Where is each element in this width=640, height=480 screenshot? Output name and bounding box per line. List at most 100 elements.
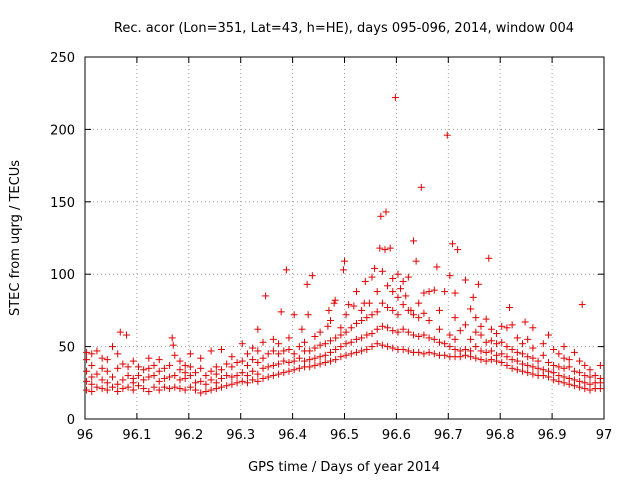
data-point: [228, 363, 236, 371]
data-point: [368, 273, 376, 281]
data-point: [391, 94, 399, 102]
data-point: [116, 328, 124, 336]
data-point: [352, 288, 360, 296]
data-point: [345, 301, 353, 309]
data-point: [93, 347, 101, 355]
data-point: [482, 357, 490, 365]
data-point: [238, 377, 246, 385]
data-point: [576, 357, 584, 365]
data-point: [217, 366, 225, 374]
data-point: [521, 318, 529, 326]
data-point: [550, 345, 558, 353]
data-point: [358, 347, 366, 355]
data-point: [145, 364, 153, 372]
data-point: [169, 341, 177, 349]
data-point: [337, 331, 345, 339]
data-point: [160, 364, 168, 372]
data-point: [581, 379, 589, 387]
data-point: [472, 328, 480, 336]
data-point: [430, 335, 438, 343]
data-point: [238, 369, 246, 377]
data-point: [166, 385, 174, 393]
data-point: [282, 266, 290, 274]
data-point: [332, 356, 340, 364]
data-point: [394, 311, 402, 319]
data-point: [83, 348, 91, 356]
data-point: [134, 382, 142, 390]
data-point: [513, 348, 521, 356]
data-point: [264, 350, 272, 358]
data-point: [83, 367, 91, 375]
data-point: [259, 354, 267, 362]
data-point: [83, 356, 91, 364]
axis-ticks: 96 96.1 96.2 96.3 96.4 96.5 96.6 96.7 96.8 96.9 97…: [50, 51, 612, 443]
data-point: [586, 366, 594, 374]
data-point: [410, 331, 418, 339]
data-point: [275, 350, 283, 358]
data-point: [560, 343, 568, 351]
data-point: [306, 356, 314, 364]
data-point: [217, 374, 225, 382]
data-point: [394, 328, 402, 336]
data-point: [285, 359, 293, 367]
data-point: [565, 374, 573, 382]
data-point: [425, 334, 433, 342]
data-point: [269, 335, 277, 343]
data-point: [238, 340, 246, 348]
data-point: [207, 347, 215, 355]
data-point: [586, 380, 594, 388]
data-point: [487, 347, 495, 355]
data-point: [202, 387, 210, 395]
data-point: [311, 332, 319, 340]
data-point: [140, 376, 148, 384]
data-point: [378, 299, 386, 307]
data-point: [430, 286, 438, 294]
data-point: [306, 363, 314, 371]
data-point: [228, 353, 236, 361]
data-point: [275, 360, 283, 368]
data-point: [290, 357, 298, 365]
data-point: [446, 331, 454, 339]
data-point: [325, 306, 333, 314]
data-point: [277, 308, 285, 316]
data-point: [467, 305, 475, 313]
data-point: [212, 379, 220, 387]
data-point: [197, 389, 205, 397]
data-point: [469, 293, 477, 301]
data-point: [269, 361, 277, 369]
data-point: [503, 324, 511, 332]
data-point: [306, 347, 314, 355]
x-tick-label: 96.4: [278, 428, 307, 443]
data-point: [482, 315, 490, 323]
data-point: [295, 364, 303, 372]
data-point: [519, 360, 527, 368]
data-point: [280, 357, 288, 365]
data-point: [513, 334, 521, 342]
data-point: [207, 376, 215, 384]
data-point: [332, 345, 340, 353]
data-point: [555, 372, 563, 380]
data-point: [98, 376, 106, 384]
x-tick-label: 97: [596, 428, 613, 443]
data-point: [415, 314, 423, 322]
data-point: [487, 325, 495, 333]
data-point: [451, 335, 459, 343]
data-point: [114, 380, 122, 388]
data-point: [487, 356, 495, 364]
data-point: [285, 334, 293, 342]
data-point: [361, 277, 369, 285]
data-point: [363, 331, 371, 339]
data-point: [316, 328, 324, 336]
data-point: [506, 304, 514, 312]
data-point: [534, 364, 542, 372]
data-point: [399, 301, 407, 309]
data-point: [295, 354, 303, 362]
data-point: [192, 379, 200, 387]
data-point: [326, 337, 334, 345]
data-point: [498, 350, 506, 358]
data-point: [155, 386, 163, 394]
data-point: [238, 357, 246, 365]
data-point: [482, 338, 490, 346]
data-point: [342, 351, 350, 359]
data-point: [417, 183, 425, 191]
